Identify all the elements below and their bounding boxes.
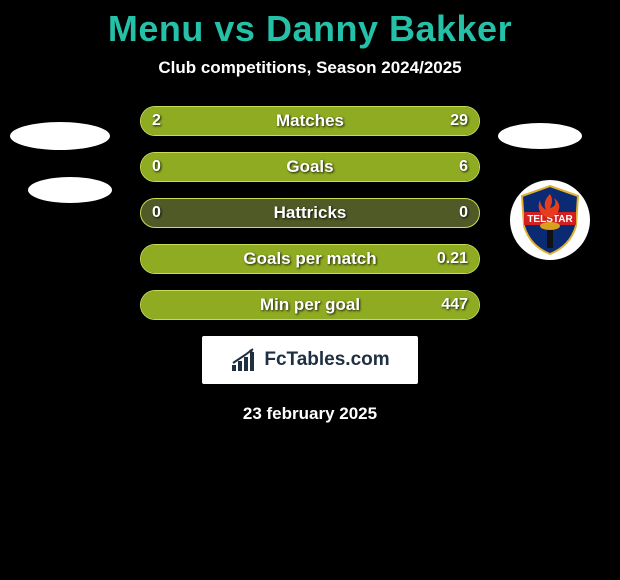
stat-label: Goals (140, 152, 480, 182)
bar-chart-icon (230, 347, 258, 373)
stat-label: Hattricks (140, 198, 480, 228)
stat-label: Matches (140, 106, 480, 136)
stat-row: 06Goals (0, 152, 620, 182)
comparison-card: Menu vs Danny Bakker Club competitions, … (0, 0, 620, 580)
footer-logo: FcTables.com (202, 336, 418, 384)
footer-date: 23 february 2025 (0, 404, 620, 424)
stats-list: 229Matches 06Goals 00Hattricks 0.21Goals pe… (0, 106, 620, 320)
stat-label: Min per goal (140, 290, 480, 320)
stat-row: 0.21Goals per match (0, 244, 620, 274)
stat-row: 00Hattricks (0, 198, 620, 228)
stat-row: 229Matches (0, 106, 620, 136)
subtitle: Club competitions, Season 2024/2025 (0, 58, 620, 78)
footer-logo-text: FcTables.com (264, 349, 389, 371)
stat-label: Goals per match (140, 244, 480, 274)
stat-row: 447Min per goal (0, 290, 620, 320)
page-title: Menu vs Danny Bakker (0, 8, 620, 50)
